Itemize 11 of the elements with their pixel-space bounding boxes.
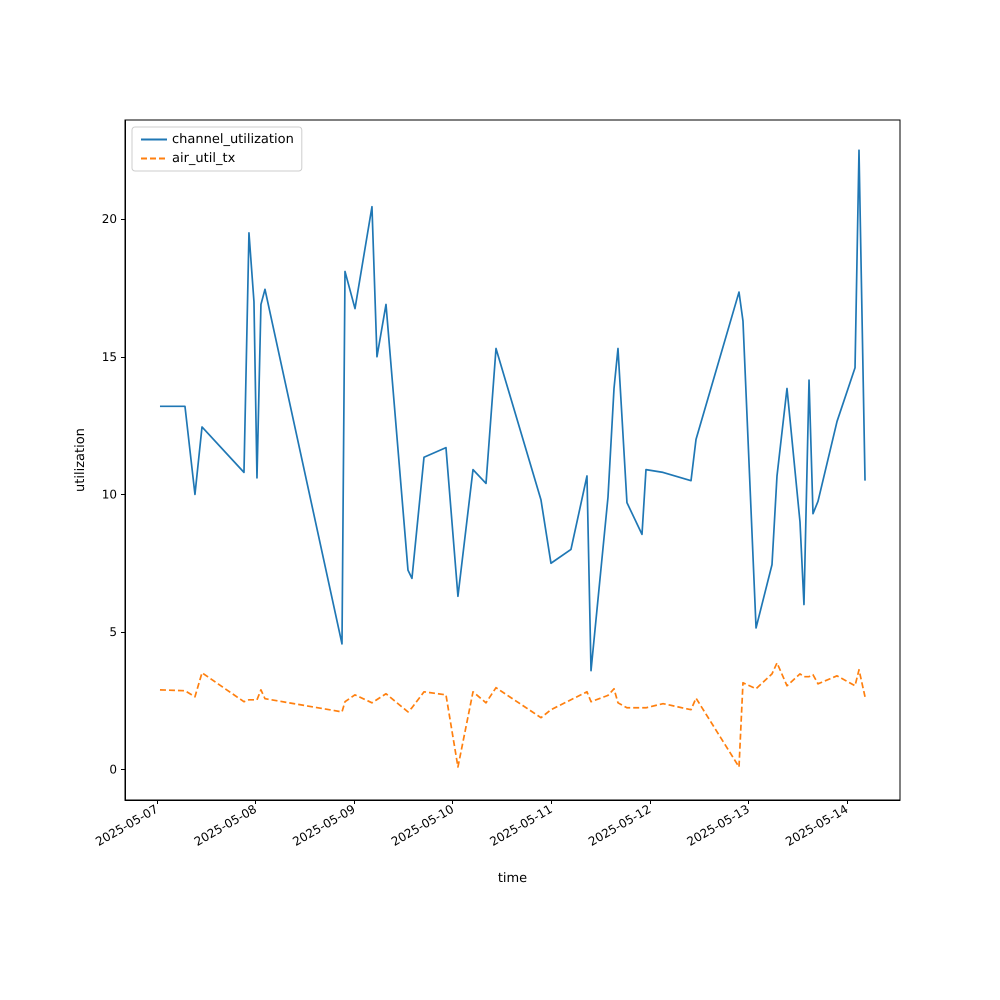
y-axis-title: utilization (73, 428, 88, 492)
line-series (159, 149, 866, 672)
line-series (159, 662, 866, 768)
y-tick-label: 5 (109, 625, 117, 640)
y-tick-label: 10 (102, 487, 117, 502)
legend-label: channel_utilization (172, 132, 294, 147)
y-tick-label: 0 (109, 762, 117, 777)
y-tick-label: 15 (102, 350, 117, 364)
legend-label: air_util_tx (172, 151, 236, 166)
y-tick-label: 20 (102, 212, 117, 226)
x-axis-title: time (498, 871, 528, 886)
